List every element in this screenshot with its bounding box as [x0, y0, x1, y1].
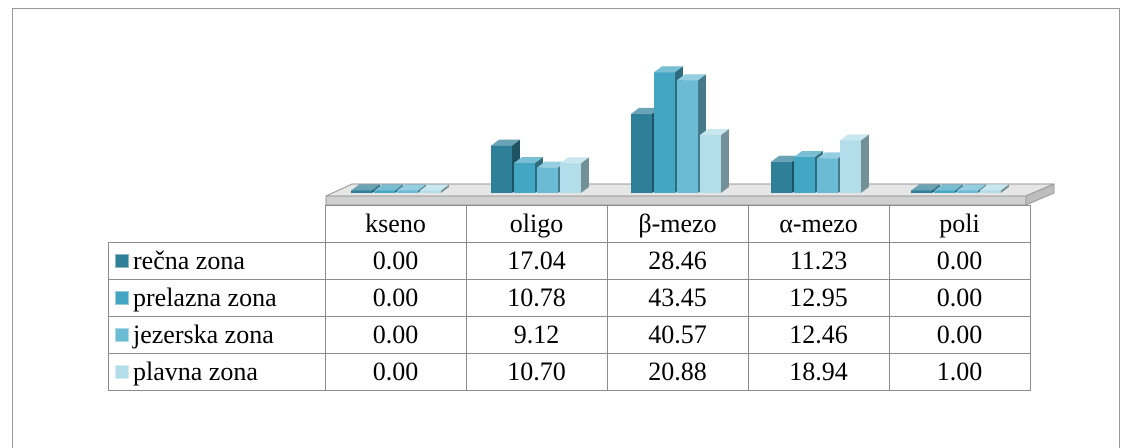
bar-top	[840, 134, 869, 141]
bar-top	[700, 128, 729, 135]
bar	[537, 167, 558, 193]
floor-side	[1025, 183, 1055, 206]
table-cell: 28.46	[606, 242, 749, 280]
bar	[700, 134, 721, 193]
table-cell: 1.00	[888, 353, 1031, 391]
category-header-alpha-mezo: α-mezo	[747, 205, 890, 243]
bar-top	[677, 74, 706, 81]
legend-key-icon	[115, 328, 129, 342]
bar-top	[771, 155, 800, 162]
table-cell: 43.45	[606, 279, 749, 317]
table-cell: 0.00	[888, 316, 1031, 354]
table-cell: 12.95	[747, 279, 890, 317]
bar-top	[654, 66, 683, 73]
bar-side	[721, 128, 729, 193]
bar-top	[420, 184, 449, 191]
bar	[957, 190, 978, 193]
bar	[911, 190, 932, 193]
bar-side	[1001, 184, 1009, 193]
bar-top	[980, 184, 1009, 191]
legend-key-icon	[115, 254, 129, 268]
bar-top	[514, 157, 543, 164]
bar	[631, 113, 652, 193]
legend-key-icon	[115, 291, 129, 305]
bar-top	[957, 184, 986, 191]
bar	[560, 163, 581, 193]
bar	[794, 156, 815, 193]
table-cell: 10.78	[465, 279, 608, 317]
category-header-oligo: oligo	[465, 205, 608, 243]
table-cell: 0.00	[888, 242, 1031, 280]
legend-key-icon	[115, 365, 129, 379]
bar-top	[911, 184, 940, 191]
bar-top	[794, 150, 823, 157]
table-cell: 0.00	[324, 316, 467, 354]
bar-top	[351, 184, 380, 191]
table-cell: 10.70	[465, 353, 608, 391]
table-corner	[108, 205, 326, 243]
table-cell: 0.00	[324, 353, 467, 391]
series-name: plavna zona	[133, 357, 258, 386]
bar-side	[441, 184, 449, 193]
series-label-recna-zona: rečna zona	[108, 242, 326, 280]
data-table: kseno oligo β-mezo α-mezo poli rečna zon…	[108, 205, 1031, 391]
table-cell: 0.00	[888, 279, 1031, 317]
table-cell: 40.57	[606, 316, 749, 354]
table-cell: 11.23	[747, 242, 890, 280]
bar	[397, 190, 418, 193]
bar-top	[817, 152, 846, 159]
bar	[351, 190, 372, 193]
series-label-prelazna-zona: prelazna zona	[108, 279, 326, 317]
bar-top	[934, 184, 963, 191]
bar	[420, 190, 441, 193]
bar-side	[581, 157, 589, 193]
bar	[374, 190, 395, 193]
bar	[771, 161, 792, 193]
bar-top	[560, 157, 589, 164]
series-name: prelazna zona	[133, 283, 277, 312]
bar	[654, 72, 675, 193]
floor-front	[325, 195, 1027, 206]
table-row: prelazna zona 0.00 10.78 43.45 12.95 0.0…	[108, 279, 1031, 317]
bar	[677, 80, 698, 193]
bar-top	[374, 184, 403, 191]
bar-side	[861, 134, 869, 193]
table-cell: 18.94	[747, 353, 890, 391]
bar	[934, 190, 955, 193]
bar	[514, 163, 535, 193]
bar-top	[631, 107, 660, 114]
bar	[491, 145, 512, 193]
category-header-kseno: kseno	[324, 205, 467, 243]
category-header-beta-mezo: β-mezo	[606, 205, 749, 243]
table-cell: 20.88	[606, 353, 749, 391]
bar-top	[537, 161, 566, 168]
bar-top	[397, 184, 426, 191]
table-row: jezerska zona 0.00 9.12 40.57 12.46 0.00	[108, 316, 1031, 354]
table-row: plavna zona 0.00 10.70 20.88 18.94 1.00	[108, 353, 1031, 391]
series-name: jezerska zona	[133, 320, 274, 349]
table-header-row: kseno oligo β-mezo α-mezo poli	[108, 205, 1031, 243]
bar-top	[491, 139, 520, 146]
category-header-poli: poli	[888, 205, 1031, 243]
bar	[840, 140, 861, 193]
table-cell: 12.46	[747, 316, 890, 354]
table-cell: 0.00	[324, 279, 467, 317]
table-row: rečna zona 0.00 17.04 28.46 11.23 0.00	[108, 242, 1031, 280]
series-name: rečna zona	[133, 246, 245, 275]
chart-plot	[325, 66, 1055, 206]
table-cell: 17.04	[465, 242, 608, 280]
series-label-plavna-zona: plavna zona	[108, 353, 326, 391]
series-label-jezerska-zona: jezerska zona	[108, 316, 326, 354]
table-cell: 0.00	[324, 242, 467, 280]
table-cell: 9.12	[465, 316, 608, 354]
bar	[980, 190, 1001, 193]
bar	[817, 158, 838, 193]
